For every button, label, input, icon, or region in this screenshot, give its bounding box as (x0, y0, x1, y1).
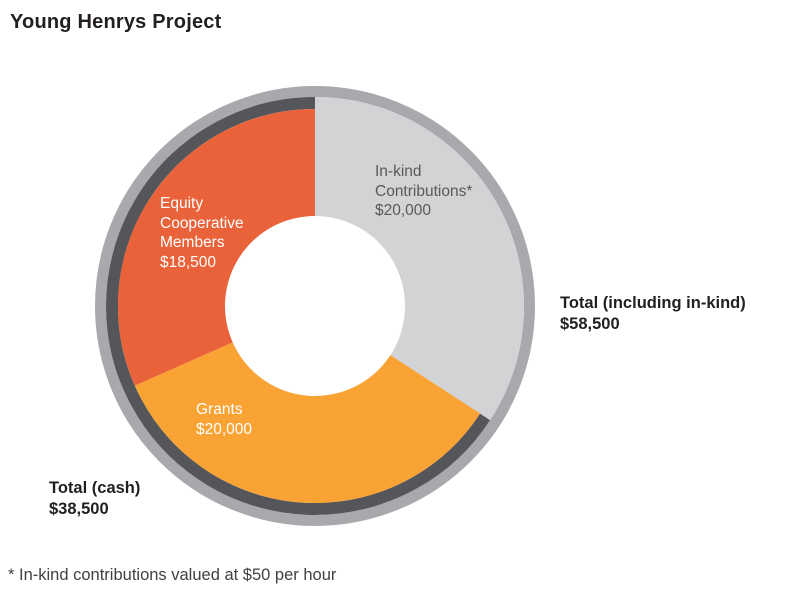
segment-label-line: Cooperative (160, 214, 244, 232)
segment-label-inkind: In-kind Contributions* $20,000 (375, 162, 472, 221)
segment-label-line: Equity (160, 195, 204, 212)
segment-value-label: $20,000 (196, 420, 253, 438)
total-label-line: Total (including in-kind) (560, 294, 746, 312)
donut-segments (118, 97, 524, 503)
segment-label-line: Grants (196, 401, 243, 418)
footnote: * In-kind contributions valued at $50 pe… (8, 566, 337, 584)
total-including-inkind-label: Total (including in-kind) $58,500 (560, 293, 746, 335)
total-cash-label: Total (cash) $38,500 (49, 478, 140, 520)
segment-equity-cooperative-members (118, 109, 315, 386)
total-including-inkind-ring (95, 86, 535, 526)
total-label-line: Total (cash) (49, 479, 141, 497)
segment-grants (134, 342, 481, 503)
total-value: $58,500 (560, 315, 620, 333)
segment-label-line: Members (160, 234, 225, 251)
total-cash-arc (106, 97, 491, 515)
total-value: $38,500 (49, 500, 109, 518)
segment-value-label: $18,500 (160, 253, 217, 271)
segment-label-line: Contributions* (375, 182, 473, 200)
segment-label-grants: Grants $20,000 (196, 400, 252, 439)
page-title: Young Henrys Project (10, 11, 222, 33)
segment-in-kind-contributions (315, 97, 524, 421)
segment-label-line: In-kind (375, 163, 422, 180)
segment-value-label: $20,000 (375, 202, 432, 219)
segment-label-equity: Equity Cooperative Members $18,500 (160, 194, 244, 272)
